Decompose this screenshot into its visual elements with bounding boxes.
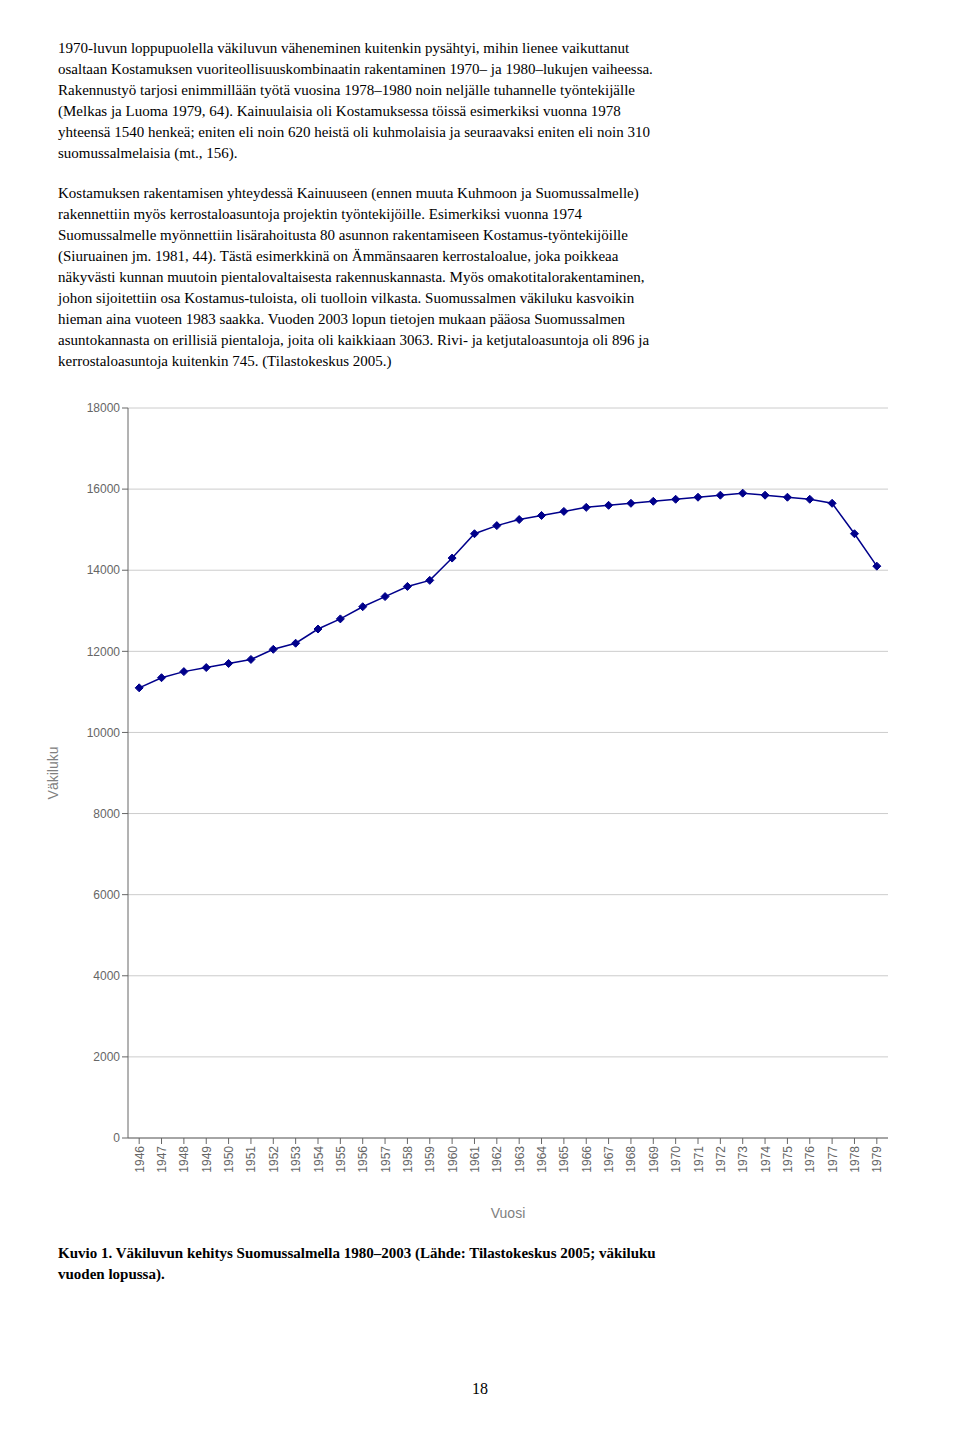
svg-text:1969: 1969 (647, 1146, 661, 1173)
svg-text:1948: 1948 (177, 1146, 191, 1173)
svg-text:1960: 1960 (446, 1146, 460, 1173)
svg-text:1971: 1971 (692, 1146, 706, 1173)
svg-text:1966: 1966 (580, 1146, 594, 1173)
svg-text:Väkiluku: Väkiluku (45, 747, 61, 800)
svg-text:2000: 2000 (93, 1050, 120, 1064)
svg-text:14000: 14000 (87, 563, 121, 577)
svg-text:1975: 1975 (781, 1146, 795, 1173)
svg-text:10000: 10000 (87, 726, 121, 740)
svg-text:1956: 1956 (356, 1146, 370, 1173)
svg-text:1968: 1968 (624, 1146, 638, 1173)
svg-text:1976: 1976 (803, 1146, 817, 1173)
svg-text:1952: 1952 (267, 1146, 281, 1173)
svg-text:1946: 1946 (133, 1146, 147, 1173)
svg-text:1949: 1949 (200, 1146, 214, 1173)
svg-text:0: 0 (113, 1131, 120, 1145)
svg-text:1974: 1974 (759, 1146, 773, 1173)
svg-text:1959: 1959 (423, 1146, 437, 1173)
html-text:Kuvio 1. Väkiluvun kehitys Suo: Kuvio 1. Väkiluvun kehitys Suomussalmell… (58, 1245, 656, 1282)
svg-text:1979: 1979 (870, 1146, 884, 1173)
svg-text:1957: 1957 (379, 1146, 393, 1173)
svg-text:1963: 1963 (513, 1146, 527, 1173)
html-text:Kostamuksen rakentamisen yhtey: Kostamuksen rakentamisen yhteydessä Kain… (58, 185, 650, 369)
svg-text:1978: 1978 (848, 1146, 862, 1173)
svg-text:Vuosi: Vuosi (491, 1205, 526, 1221)
svg-text:1958: 1958 (401, 1146, 415, 1173)
svg-text:1964: 1964 (535, 1146, 549, 1173)
svg-text:16000: 16000 (87, 482, 121, 496)
svg-text:1951: 1951 (244, 1146, 258, 1173)
svg-text:1972: 1972 (714, 1146, 728, 1173)
html-text:18: 18 (472, 1380, 488, 1397)
svg-text:1950: 1950 (222, 1146, 236, 1173)
svg-text:1955: 1955 (334, 1146, 348, 1173)
svg-text:1953: 1953 (289, 1146, 303, 1173)
svg-text:18000: 18000 (87, 401, 121, 415)
svg-text:1970: 1970 (669, 1146, 683, 1173)
svg-text:1954: 1954 (312, 1146, 326, 1173)
svg-text:1961: 1961 (468, 1146, 482, 1173)
svg-text:1965: 1965 (557, 1146, 571, 1173)
svg-text:1973: 1973 (736, 1146, 750, 1173)
svg-text:1962: 1962 (490, 1146, 504, 1173)
svg-text:1947: 1947 (155, 1146, 169, 1173)
svg-text:8000: 8000 (93, 807, 120, 821)
svg-text:4000: 4000 (93, 969, 120, 983)
html-text:1970-luvun loppupuolella väkil: 1970-luvun loppupuolella väkiluvun vähen… (58, 40, 653, 161)
svg-text:6000: 6000 (93, 888, 120, 902)
svg-text:12000: 12000 (87, 645, 121, 659)
svg-text:1977: 1977 (826, 1146, 840, 1173)
svg-text:1967: 1967 (602, 1146, 616, 1173)
